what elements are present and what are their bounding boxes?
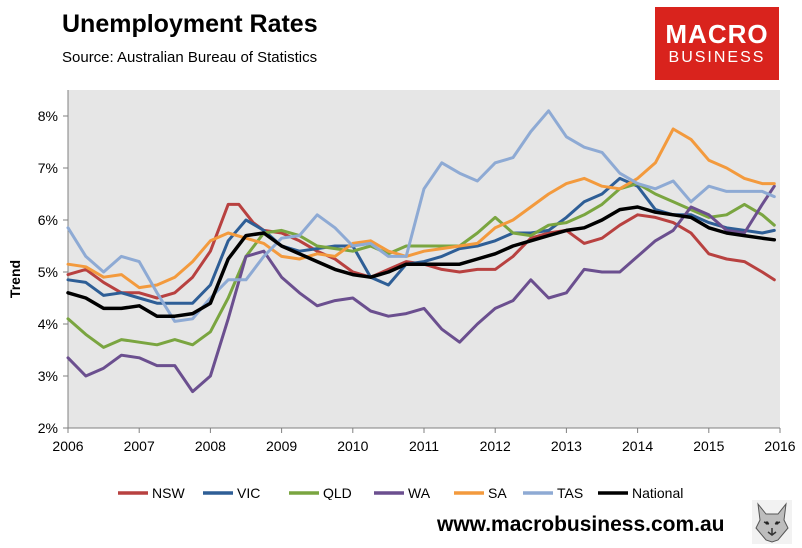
website-url[interactable]: www.macrobusiness.com.au	[437, 513, 725, 536]
x-tick-label: 2014	[622, 438, 653, 454]
y-tick-label: 6%	[38, 212, 58, 228]
x-tick-label: 2009	[266, 438, 297, 454]
series-line-wa	[66, 184, 776, 394]
series-line-qld	[66, 182, 776, 349]
y-tick-label: 5%	[38, 264, 58, 280]
x-tick-label: 2006	[52, 438, 83, 454]
legend-label-sa: SA	[488, 485, 507, 500]
chart-source: Source: Australian Bureau of Statistics	[62, 49, 318, 66]
logo-line2: BUSINESS	[668, 48, 766, 66]
chart-title: Unemployment Rates	[62, 10, 318, 38]
legend-label-wa: WA	[408, 485, 431, 500]
x-tick-label: 2012	[480, 438, 511, 454]
legend-label-nsw: NSW	[152, 485, 185, 500]
y-tick-label: 2%	[38, 420, 58, 436]
logo-line1: MACRO	[665, 18, 769, 49]
line-chart: 2% 3% 4% 5% 6% 7% 8% 2006 2007 2008 2009 2010 2011 20…	[7, 90, 796, 500]
macrobusiness-logo[interactable]: MACRO BUSINESS	[655, 7, 779, 80]
series-line-sa	[66, 127, 776, 290]
x-tick-label: 2008	[195, 438, 226, 454]
legend-label-vic: VIC	[237, 485, 260, 500]
legend-label-tas: TAS	[557, 485, 583, 500]
series-line-tas	[66, 109, 776, 323]
x-tick-label: 2007	[124, 438, 155, 454]
y-tick-label: 7%	[38, 160, 58, 176]
y-tick-label: 8%	[38, 108, 58, 124]
y-tick-label: 4%	[38, 316, 58, 332]
y-axis-label: Trend	[7, 260, 23, 298]
plot-area	[68, 90, 780, 428]
x-tick-label: 2011	[409, 438, 439, 454]
x-tick-label: 2010	[337, 438, 368, 454]
series-line-national	[66, 205, 777, 318]
legend-label-qld: QLD	[323, 485, 352, 500]
wolf-icon	[752, 500, 792, 544]
x-tick-label: 2013	[551, 438, 582, 454]
legend-label-national: National	[632, 485, 683, 500]
y-tick-label: 3%	[38, 368, 58, 384]
x-tick-label: 2016	[764, 438, 795, 454]
x-tick-label: 2015	[693, 438, 724, 454]
